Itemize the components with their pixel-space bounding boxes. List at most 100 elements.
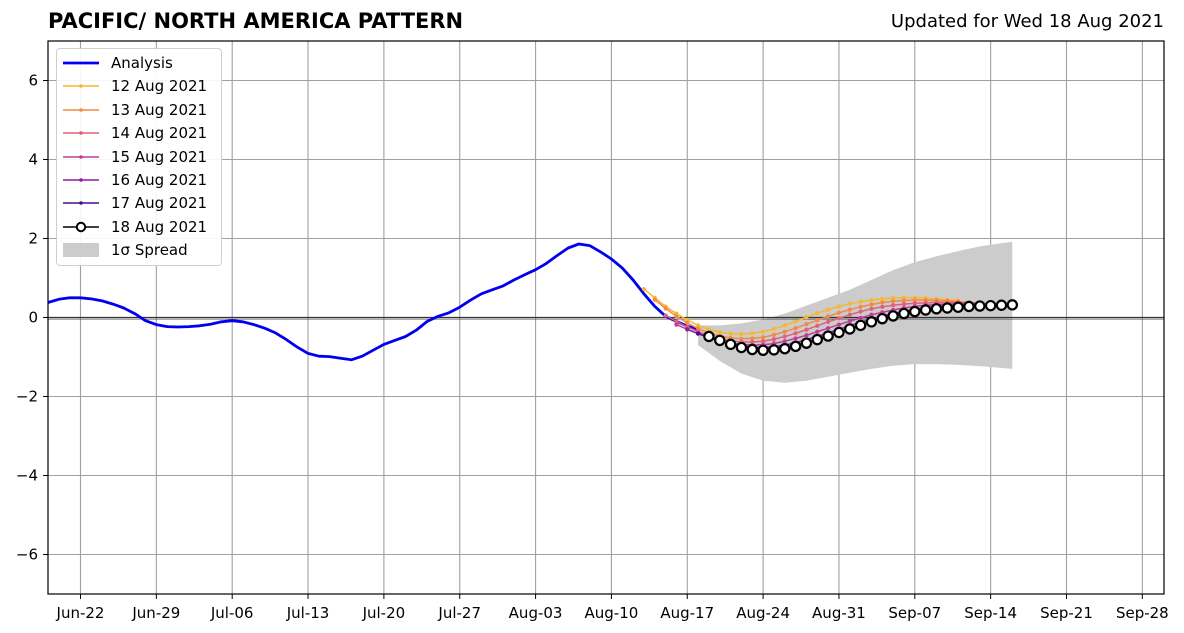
data-point [880, 296, 885, 302]
data-point [898, 307, 910, 320]
data-point [695, 331, 701, 336]
data-point [804, 327, 809, 332]
legend-entry: 14 Aug 2021 [63, 122, 207, 144]
data-point [847, 301, 852, 306]
y-tick-label: 6 [28, 72, 38, 90]
data-point [869, 302, 874, 307]
legend-swatch [63, 201, 99, 206]
legend-swatch [63, 243, 99, 258]
data-point [815, 323, 820, 328]
x-tick-label: Aug-10 [585, 604, 639, 622]
data-point [876, 312, 888, 325]
legend-swatch [63, 84, 99, 89]
data-point [685, 327, 690, 332]
legend-label: Analysis [111, 54, 173, 72]
zero-line [48, 316, 1164, 320]
x-tick-label: Aug-31 [812, 604, 866, 622]
data-point [746, 343, 758, 356]
data-point [761, 339, 766, 344]
data-point [901, 301, 907, 307]
data-point [782, 323, 787, 328]
data-point [714, 334, 726, 347]
legend-entry: 12 Aug 2021 [63, 75, 207, 97]
data-point [952, 301, 964, 313]
data-point [963, 300, 975, 313]
data-point [674, 314, 679, 319]
legend-label: 15 Aug 2021 [111, 147, 208, 166]
legend-label: 12 Aug 2021 [111, 77, 208, 96]
data-point [858, 315, 863, 320]
legend-label: 16 Aug 2021 [111, 171, 208, 189]
axes: Jun-22 Jun-29 Jul-06 Jul-13 Jul-20 Jul-27 Aug-… [16, 40, 1169, 622]
data-point [674, 322, 679, 327]
series-18-aug-2021 [703, 299, 1019, 356]
data-point [641, 286, 647, 292]
spread-band-area [698, 241, 1013, 383]
data-point [833, 326, 845, 339]
legend-entry: 18 Aug 2021 [63, 216, 207, 238]
data-point [891, 303, 896, 308]
y-tick-label: −4 [16, 467, 38, 485]
x-tick-label: Jun-22 [56, 604, 105, 622]
x-tick-label: Sep-28 [1116, 604, 1169, 622]
data-point [728, 331, 733, 336]
data-point [1006, 299, 1019, 311]
data-point [826, 314, 831, 319]
chart-title: PACIFIC/ NORTH AMERICA PATTERN [48, 9, 464, 33]
data-point [974, 300, 986, 312]
legend-entry: 1σ Spread [63, 239, 188, 261]
data-point [706, 327, 712, 332]
data-point [761, 329, 766, 334]
legend-entry: 17 Aug 2021 [63, 192, 207, 214]
data-point [724, 338, 737, 351]
y-tick-label: 0 [28, 309, 38, 327]
x-tick-label: Jul-27 [437, 604, 481, 622]
x-tick-label: Jul-20 [362, 604, 406, 622]
data-point [652, 297, 657, 302]
data-point [901, 298, 907, 303]
data-point [984, 299, 997, 312]
data-point [880, 300, 885, 305]
legend-swatch [63, 107, 99, 112]
legend-entry: 15 Aug 2021 [63, 146, 207, 168]
data-point [930, 303, 943, 315]
data-point [793, 319, 798, 324]
x-tick-label: Aug-03 [509, 604, 563, 622]
data-point [995, 299, 1008, 311]
legend-swatch [63, 178, 99, 182]
data-point [887, 310, 899, 322]
data-point [793, 336, 798, 341]
x-tick-label: Jul-06 [210, 604, 254, 622]
data-point [858, 304, 863, 309]
legend-entry: 13 Aug 2021 [63, 99, 207, 121]
data-point [836, 322, 842, 327]
data-point [779, 343, 791, 355]
data-point [826, 307, 831, 312]
x-tick-label: Sep-21 [1040, 604, 1093, 622]
data-point [739, 331, 744, 337]
data-point [836, 316, 842, 321]
legend-entry: Analysis [63, 52, 173, 74]
data-point [854, 319, 867, 332]
legend-entry: 16 Aug 2021 [63, 169, 207, 191]
data-point [869, 312, 874, 317]
x-tick-label: Aug-17 [660, 604, 714, 622]
data-point [826, 319, 831, 324]
data-point [717, 330, 722, 335]
y-tick-label: −6 [16, 546, 38, 564]
data-point [836, 310, 842, 315]
data-point [847, 307, 852, 312]
data-point [735, 341, 748, 354]
data-point [771, 332, 777, 337]
data-point [782, 339, 787, 344]
data-point [865, 316, 878, 328]
series-analysis [47, 242, 699, 362]
chart-updated: Updated for Wed 18 Aug 2021 [890, 11, 1164, 32]
data-point [750, 331, 755, 336]
data-point [804, 315, 809, 320]
legend-label: 17 Aug 2021 [111, 194, 208, 213]
data-point [804, 333, 809, 338]
data-point [771, 337, 777, 342]
legend-label: 13 Aug 2021 [111, 100, 208, 119]
